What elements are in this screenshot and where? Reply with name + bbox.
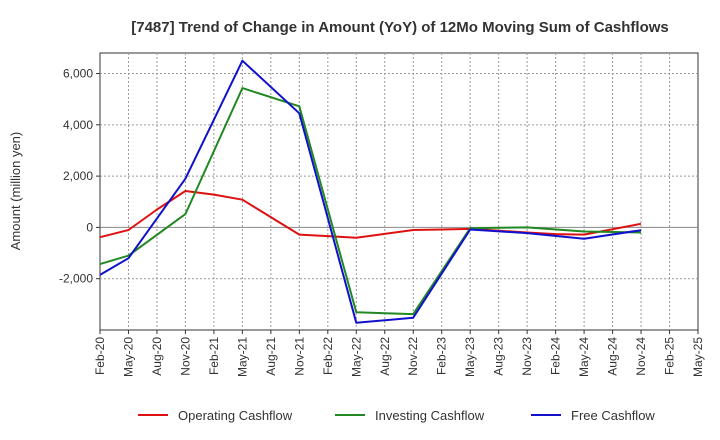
- y-axis-ticks: -2,000 0 2,000 4,000 6,000: [59, 67, 100, 286]
- series-line-investing-cashflow: [99, 87, 642, 316]
- x-tick-label: May-20: [121, 337, 135, 377]
- x-tick-label: Nov-20: [178, 337, 192, 376]
- x-tick-label: Feb-21: [207, 337, 221, 375]
- x-tick-label: Feb-22: [321, 337, 335, 375]
- y-tick-label: 2,000: [63, 169, 93, 183]
- x-tick-label: Nov-21: [292, 337, 306, 376]
- y-axis-label: Amount (million yen): [8, 132, 23, 251]
- x-tick-label: Aug-22: [378, 337, 392, 376]
- x-axis-ticks: Feb-20 May-20 Aug-20 Nov-20 Feb-21 May-21 Aug-…: [93, 330, 705, 377]
- x-tick-label: Feb-20: [93, 337, 107, 375]
- x-tick-label: Aug-21: [264, 337, 278, 376]
- legend-label: Free Cashflow: [571, 408, 655, 423]
- x-tick-label: Nov-24: [634, 337, 648, 376]
- y-tick-label: 0: [86, 220, 93, 234]
- x-tick-label: Aug-24: [606, 337, 620, 376]
- x-tick-label: May-25: [691, 337, 705, 377]
- legend-label: Investing Cashflow: [375, 408, 485, 423]
- x-tick-label: May-22: [349, 337, 363, 377]
- x-tick-label: Feb-23: [435, 337, 449, 375]
- grid-layer: [100, 53, 698, 330]
- legend-label: Operating Cashflow: [178, 408, 293, 423]
- x-tick-label: Feb-25: [663, 337, 677, 375]
- series-layer: [99, 59, 642, 324]
- series-line-free-cashflow: [99, 59, 642, 324]
- x-tick-label: Feb-24: [549, 337, 563, 375]
- x-tick-label: Nov-23: [520, 337, 534, 376]
- x-tick-label: May-21: [235, 337, 249, 377]
- x-tick-label: Nov-22: [406, 337, 420, 376]
- y-tick-label: 6,000: [63, 67, 93, 81]
- y-tick-label: -2,000: [59, 272, 93, 286]
- x-tick-label: Aug-23: [492, 337, 506, 376]
- legend: Operating Cashflow Investing Cashflow Free…: [138, 408, 655, 423]
- x-tick-label: May-24: [577, 337, 591, 377]
- chart-title: [7487] Trend of Change in Amount (YoY) o…: [131, 19, 669, 36]
- y-tick-label: 4,000: [63, 118, 93, 132]
- x-tick-label: Aug-20: [150, 337, 164, 376]
- plot-area: [99, 52, 699, 331]
- x-tick-label: May-23: [463, 337, 477, 377]
